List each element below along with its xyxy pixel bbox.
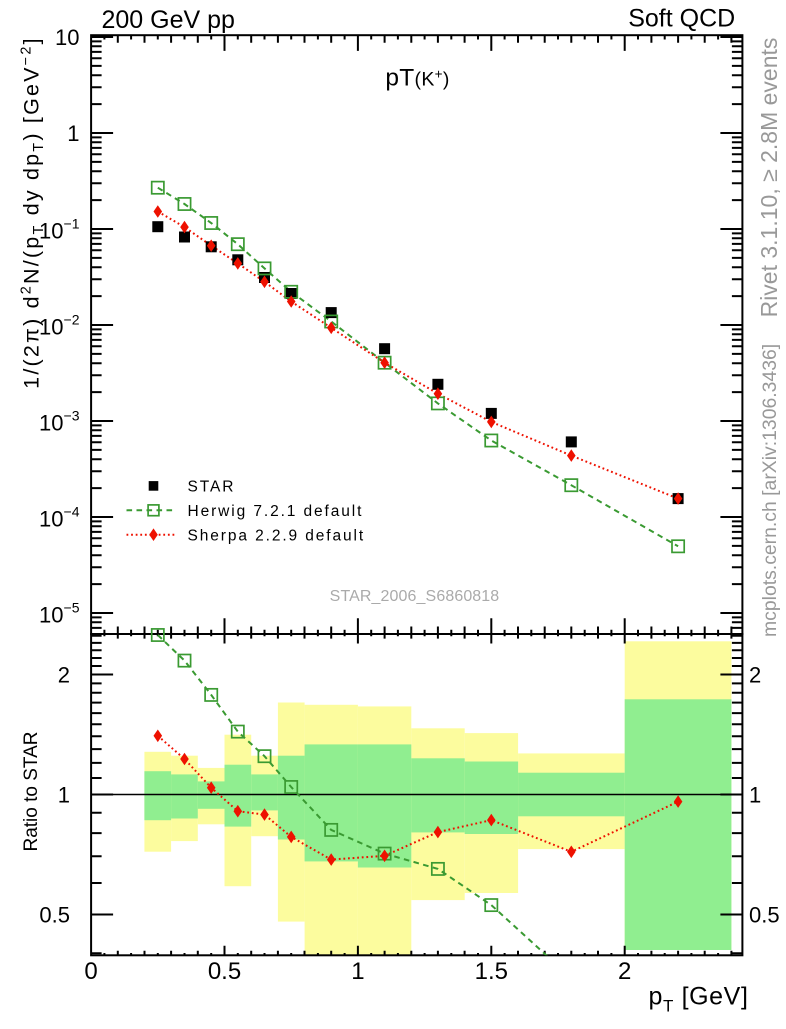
svg-text:1: 1 [749,783,761,808]
svg-text:pT(K+): pT(K+) [385,65,449,92]
svg-text:2: 2 [58,663,70,688]
svg-text:1: 1 [351,958,364,985]
svg-text:1/(2π) d2N/(pT dy dpT) [GeV−2]: 1/(2π) d2N/(pT dy dpT) [GeV−2] [19,36,48,389]
svg-text:10−4: 10−4 [39,503,80,531]
svg-text:1: 1 [58,783,70,808]
svg-text:mcplots.cern.ch [arXiv:1306.34: mcplots.cern.ch [arXiv:1306.3436] [759,344,781,637]
svg-text:2: 2 [618,958,631,985]
svg-text:Sherpa 2.2.9 default: Sherpa 2.2.9 default [188,527,366,544]
svg-text:Herwig 7.2.1 default: Herwig 7.2.1 default [188,503,364,520]
svg-text:2: 2 [749,663,761,688]
svg-text:0.5: 0.5 [39,903,70,928]
svg-text:STAR: STAR [188,478,236,495]
svg-text:Soft QCD: Soft QCD [628,4,735,32]
svg-text:1: 1 [67,121,79,146]
svg-text:0.5: 0.5 [749,903,780,928]
svg-text:Rivet 3.1.10, ≥ 2.8M events: Rivet 3.1.10, ≥ 2.8M events [756,38,782,318]
svg-text:10: 10 [55,25,79,50]
svg-text:200 GeV pp: 200 GeV pp [102,6,235,34]
svg-text:1.5: 1.5 [475,958,508,985]
svg-text:0: 0 [84,958,97,985]
svg-text:STAR_2006_S6860818: STAR_2006_S6860818 [330,588,500,605]
svg-text:Ratio to STAR: Ratio to STAR [21,731,42,851]
svg-text:pT [GeV]: pT [GeV] [649,982,749,1015]
svg-text:0.5: 0.5 [208,958,241,985]
